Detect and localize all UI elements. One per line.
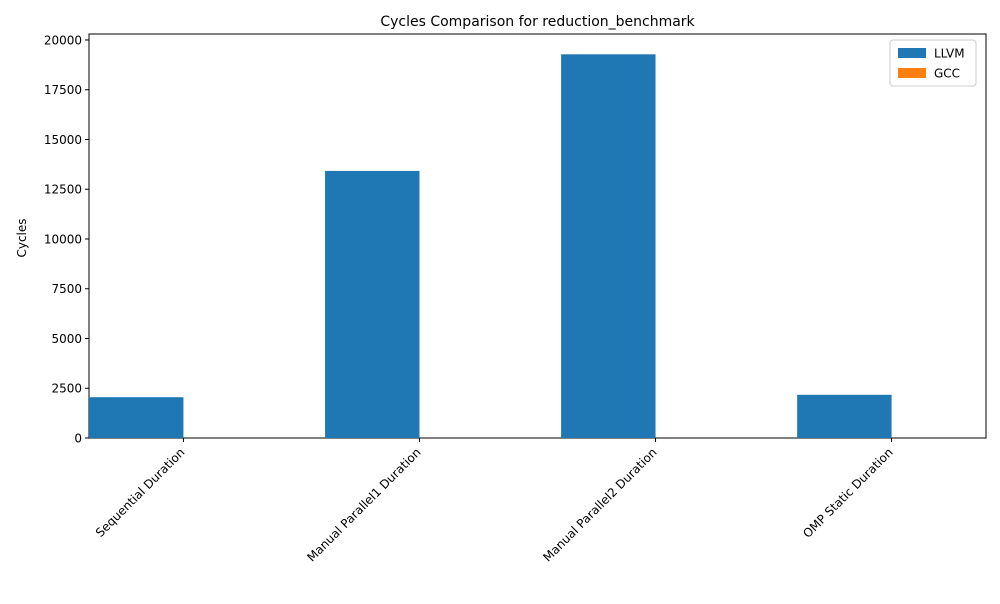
legend-label-gcc: GCC bbox=[934, 67, 960, 81]
plot-area bbox=[88, 33, 987, 439]
y-tick-label-6: 15000 bbox=[44, 133, 82, 147]
legend-swatch-gcc bbox=[898, 68, 926, 78]
y-tick-label-5: 12500 bbox=[44, 183, 82, 197]
y-tick-label-0: 0 bbox=[74, 432, 82, 446]
bar-llvm-1 bbox=[325, 170, 420, 439]
y-tick-label-2: 5000 bbox=[51, 332, 82, 346]
bar-llvm-0 bbox=[89, 397, 184, 438]
x-tick-label-0: Sequential Duration bbox=[93, 445, 188, 540]
y-tick-label-4: 10000 bbox=[44, 232, 82, 246]
legend-swatch-llvm bbox=[898, 48, 926, 58]
y-tick-label-1: 2500 bbox=[51, 382, 82, 396]
x-tick-label-1: Manual Parallel1 Duration bbox=[304, 445, 423, 564]
y-tick-label-7: 17500 bbox=[44, 83, 82, 97]
x-tick-label-2: Manual Parallel2 Duration bbox=[540, 445, 659, 564]
y-axis: 0 2500 5000 7500 10000 12500 15000 17500 20000 bbox=[44, 33, 89, 446]
x-tick-label-3: OMP Static Duration bbox=[800, 445, 896, 541]
y-tick-label-8: 20000 bbox=[44, 33, 82, 47]
x-axis: Sequential Duration Manual Parallel1 Dura… bbox=[93, 438, 896, 565]
plot-frame bbox=[88, 33, 987, 439]
legend: LLVM GCC bbox=[889, 39, 977, 87]
y-axis-label: Cycles bbox=[15, 218, 29, 257]
bar-llvm-2 bbox=[561, 54, 656, 439]
bars-group bbox=[89, 54, 892, 439]
y-tick-label-3: 7500 bbox=[51, 282, 82, 296]
legend-label-llvm: LLVM bbox=[934, 47, 965, 61]
chart-title: Cycles Comparison for reduction_benchmar… bbox=[380, 14, 695, 30]
bar-llvm-3 bbox=[797, 394, 892, 438]
